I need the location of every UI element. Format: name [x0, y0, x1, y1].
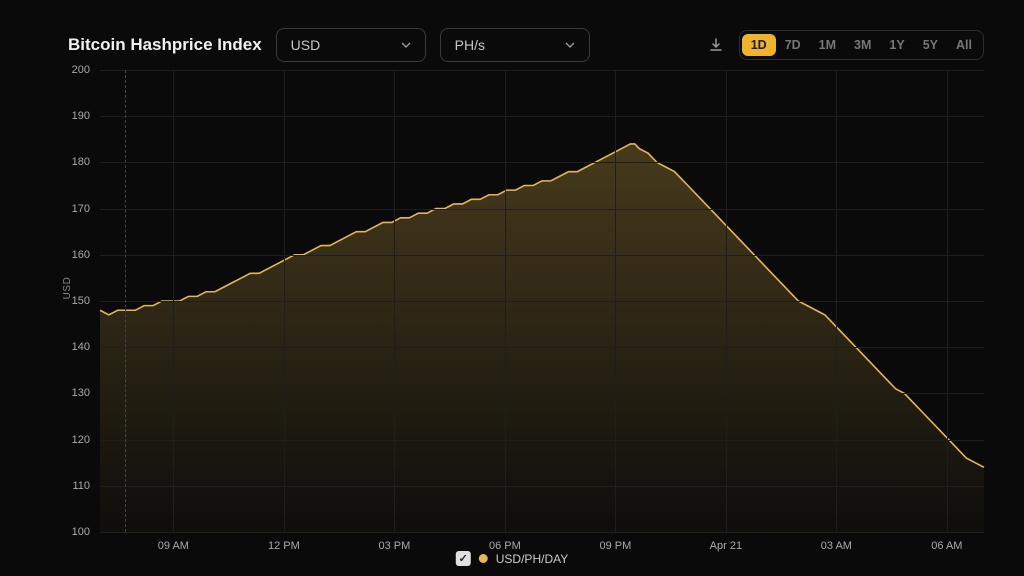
- range-1y[interactable]: 1Y: [880, 34, 913, 56]
- x-tick: 06 PM: [489, 532, 521, 552]
- chevron-down-icon: [565, 37, 575, 53]
- currency-select[interactable]: USD: [276, 28, 426, 62]
- y-tick: 200: [72, 64, 100, 76]
- range-7d[interactable]: 7D: [776, 34, 810, 56]
- y-tick: 130: [72, 387, 100, 399]
- y-tick: 100: [72, 526, 100, 538]
- time-range-group: 1D7D1M3M1Y5YAll: [739, 30, 984, 60]
- range-1m[interactable]: 1M: [810, 34, 845, 56]
- legend-checkbox[interactable]: ✓: [456, 551, 471, 566]
- y-tick: 160: [72, 249, 100, 261]
- currency-select-value: USD: [291, 37, 321, 53]
- y-tick: 150: [72, 295, 100, 307]
- page-title: Bitcoin Hashprice Index: [68, 35, 262, 55]
- x-tick: 03 PM: [378, 532, 410, 552]
- x-tick: 09 PM: [599, 532, 631, 552]
- y-tick: 170: [72, 203, 100, 215]
- y-tick: 140: [72, 341, 100, 353]
- range-all[interactable]: All: [947, 34, 981, 56]
- y-tick: 110: [72, 480, 100, 492]
- range-5y[interactable]: 5Y: [914, 34, 947, 56]
- x-tick: 06 AM: [931, 532, 962, 552]
- unit-select[interactable]: PH/s: [440, 28, 590, 62]
- unit-select-value: PH/s: [455, 37, 485, 53]
- x-tick: Apr 21: [710, 532, 742, 552]
- y-tick: 120: [72, 434, 100, 446]
- range-1d[interactable]: 1D: [742, 34, 776, 56]
- chart-legend: ✓ USD/PH/DAY: [456, 551, 568, 566]
- x-tick: 09 AM: [158, 532, 189, 552]
- legend-label: USD/PH/DAY: [496, 552, 568, 566]
- range-3m[interactable]: 3M: [845, 34, 880, 56]
- x-tick: 12 PM: [268, 532, 300, 552]
- chart-area: 10011012013014015016017018019020009 AM12…: [100, 70, 984, 532]
- y-tick: 180: [72, 156, 100, 168]
- download-icon[interactable]: [707, 36, 725, 54]
- chevron-down-icon: [401, 37, 411, 53]
- legend-color-dot: [479, 554, 488, 563]
- x-tick: 03 AM: [821, 532, 852, 552]
- y-tick: 190: [72, 110, 100, 122]
